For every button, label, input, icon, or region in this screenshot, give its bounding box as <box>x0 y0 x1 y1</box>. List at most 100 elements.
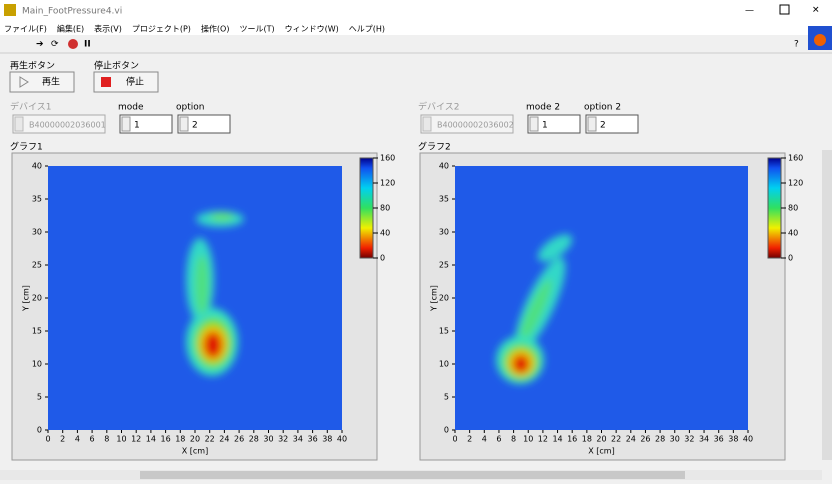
y-tick-label: 20 <box>439 294 449 303</box>
vi-icon-paw <box>814 34 826 46</box>
colorbar-tick-label: 80 <box>380 204 390 213</box>
play-label: 再生ボタン <box>10 60 55 72</box>
colorbar-tick-label: 80 <box>788 204 798 213</box>
colorbar <box>359 157 374 259</box>
x-tick-label: 40 <box>337 435 347 444</box>
y-tick-label: 15 <box>439 327 449 336</box>
x-tick-label: 16 <box>161 435 171 444</box>
y-tick-label: 25 <box>32 261 42 270</box>
menu-bar <box>0 22 832 35</box>
device-field[interactable] <box>12 114 106 134</box>
play-icon <box>19 76 29 88</box>
x-tick-label: 26 <box>234 435 244 444</box>
mode-value: 1 <box>134 121 140 131</box>
x-tick-label: 24 <box>219 435 229 444</box>
y-tick-label: 30 <box>32 228 42 237</box>
x-tick-label: 16 <box>567 435 577 444</box>
toolbar <box>0 35 832 53</box>
run-button[interactable]: ➔ <box>36 40 44 50</box>
colorbar-tick-label: 160 <box>788 154 803 163</box>
mode-spin <box>529 116 539 132</box>
close[interactable]: ✕ <box>812 6 820 16</box>
menu-item[interactable]: 表示(V) <box>94 24 122 34</box>
x-tick-label: 0 <box>452 435 457 444</box>
option-field[interactable] <box>177 114 231 134</box>
colorbar-tick-label: 40 <box>380 229 390 238</box>
x-tick-label: 24 <box>626 435 636 444</box>
device-value: B40000002036001 <box>29 121 106 130</box>
x-tick-label: 34 <box>293 435 303 444</box>
x-tick-label: 8 <box>104 435 109 444</box>
y-tick-label: 10 <box>32 360 42 369</box>
menu-item[interactable]: ツール(T) <box>239 25 274 34</box>
y-axis-title: Y [cm] <box>430 285 439 312</box>
menu-item[interactable]: ファイル(F) <box>4 25 47 34</box>
title-bar <box>0 0 832 22</box>
minimize[interactable]: — <box>745 6 754 16</box>
colorbar-tick-label: 120 <box>788 179 803 188</box>
x-tick-label: 6 <box>90 435 95 444</box>
x-tick-label: 18 <box>582 435 592 444</box>
mode-label: mode <box>118 103 144 113</box>
device-label: デバイス2 <box>418 101 459 113</box>
y-tick-label: 0 <box>444 426 449 435</box>
menu-item[interactable]: ウィンドウ(W) <box>285 25 339 34</box>
v-scrollbar[interactable] <box>822 150 832 460</box>
y-tick-label: 35 <box>439 195 449 204</box>
pause-button[interactable]: II <box>84 40 91 50</box>
help[interactable]: ? <box>794 40 799 50</box>
device-field[interactable] <box>420 114 514 134</box>
menu-item[interactable]: 操作(O) <box>201 24 230 34</box>
x-tick-label: 20 <box>596 435 606 444</box>
option-label: option <box>176 103 204 113</box>
x-tick-label: 32 <box>684 435 694 444</box>
x-axis-title: X [cm] <box>588 447 614 456</box>
x-tick-label: 36 <box>714 435 724 444</box>
option-label: option 2 <box>584 103 621 113</box>
x-tick-label: 40 <box>743 435 753 444</box>
menu-item[interactable]: 編集(E) <box>57 24 84 34</box>
mode-spin <box>121 116 131 132</box>
stop-text: 停止 <box>126 76 144 88</box>
mode-field[interactable] <box>527 114 581 134</box>
menu-item[interactable]: ヘルプ(H) <box>349 25 385 34</box>
option-value: 2 <box>192 121 198 131</box>
pressure-map-2 <box>496 234 573 384</box>
option-field[interactable] <box>585 114 639 134</box>
window-title: Main_FootPressure4.vi <box>22 7 122 17</box>
abort-button[interactable] <box>68 39 78 49</box>
x-tick-label: 20 <box>190 435 200 444</box>
play-text: 再生 <box>42 76 60 88</box>
y-axis-title: Y [cm] <box>22 285 31 312</box>
colorbar <box>767 157 782 259</box>
x-tick-label: 12 <box>131 435 141 444</box>
x-axis-title: X [cm] <box>182 447 208 456</box>
menu-item[interactable]: プロジェクト(P) <box>132 25 191 34</box>
h-scroll-thumb[interactable] <box>140 471 685 479</box>
y-tick-label: 20 <box>32 294 42 303</box>
y-tick-label: 25 <box>439 261 449 270</box>
mode-field[interactable] <box>119 114 173 134</box>
y-tick-label: 40 <box>32 162 42 171</box>
colorbar-tick-label: 160 <box>380 154 395 163</box>
x-tick-label: 10 <box>523 435 533 444</box>
app-icon <box>4 4 16 16</box>
play-button[interactable] <box>9 71 75 93</box>
pressure-map-1 <box>186 211 244 376</box>
option-value: 2 <box>600 121 606 131</box>
colorbar-tick-label: 120 <box>380 179 395 188</box>
run-continuous[interactable]: ⟳ <box>51 40 59 50</box>
x-tick-label: 28 <box>655 435 665 444</box>
y-tick-label: 10 <box>439 360 449 369</box>
device-value: B40000002036002 <box>437 121 514 130</box>
x-tick-label: 14 <box>552 435 562 444</box>
x-tick-label: 26 <box>640 435 650 444</box>
device-label: デバイス1 <box>10 101 51 113</box>
option-spin <box>179 116 189 132</box>
x-tick-label: 36 <box>308 435 318 444</box>
colorbar-tick-label: 0 <box>788 254 793 263</box>
x-tick-label: 38 <box>728 435 738 444</box>
colorbar-tick-label: 40 <box>788 229 798 238</box>
maximize[interactable] <box>779 4 790 15</box>
